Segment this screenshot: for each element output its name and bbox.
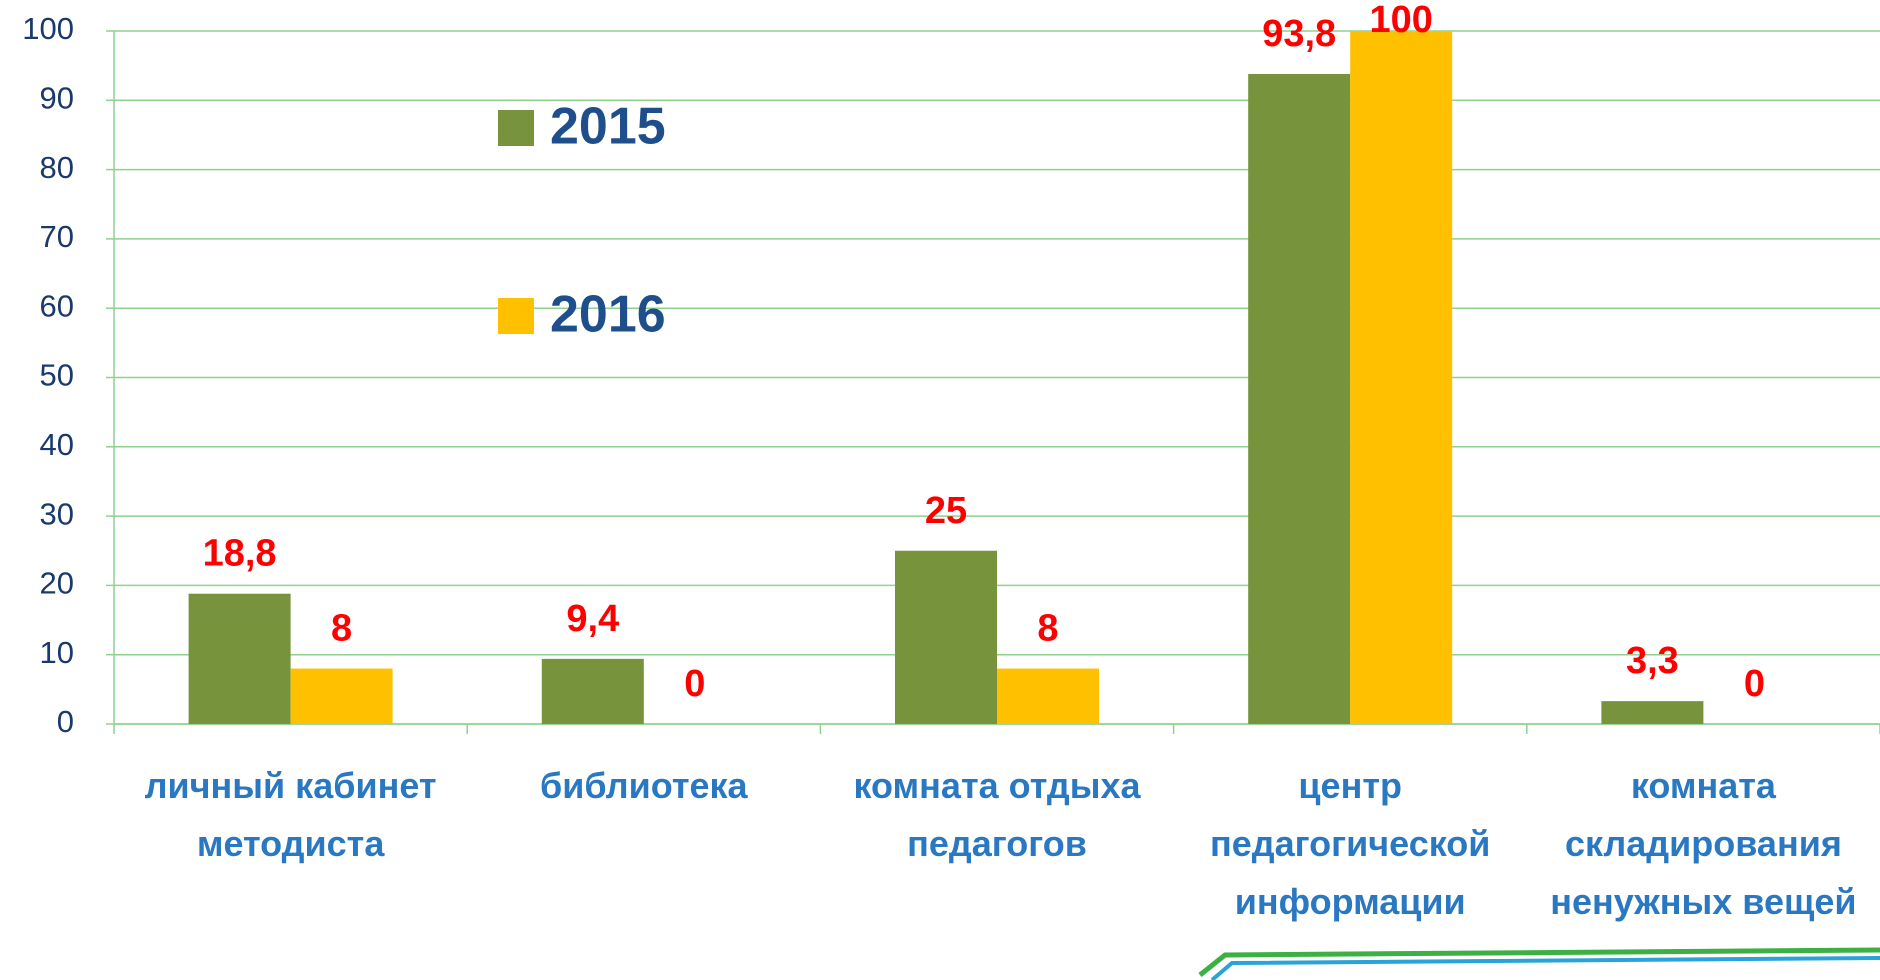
value-label: 3,3 [1626,640,1679,682]
bar [541,658,644,724]
bar [1601,701,1704,724]
y-tick-label: 10 [40,635,74,670]
bar [290,668,393,724]
y-tick-label: 60 [40,288,74,323]
bar [997,668,1099,724]
legend-swatch [498,110,534,146]
y-tick-label: 0 [57,704,74,739]
value-label: 0 [1744,663,1765,705]
x-tick-label: центр педагогической информации [1209,765,1491,922]
y-tick-label: 30 [40,496,74,531]
value-label: 18,8 [203,533,277,575]
decor-line [1210,956,1880,980]
bar [895,550,997,724]
bar [1350,31,1453,724]
x-tick-label: личный кабинет методиста [144,765,437,864]
value-label: 25 [925,490,967,532]
x-tick-label: комната складирования ненужных вещей [1550,765,1857,922]
value-label: 100 [1369,0,1432,41]
y-tick-label: 100 [22,11,74,46]
x-tick-label: библиотека [540,765,748,806]
y-tick-label: 40 [40,427,74,462]
value-label: 8 [1037,608,1058,650]
legend-swatch [498,298,534,334]
value-label: 93,8 [1262,13,1336,55]
x-tick-label: комната отдыха педагогов [853,765,1141,864]
bar [188,593,291,724]
bar [1248,73,1351,724]
y-tick-label: 20 [40,566,74,601]
legend-label: 2015 [550,98,666,156]
y-tick-label: 50 [40,358,74,393]
value-label: 8 [331,608,352,650]
decor-line [1198,947,1880,977]
y-tick-label: 90 [40,80,74,115]
value-label: 0 [684,663,705,705]
y-tick-label: 80 [40,150,74,185]
legend-label: 2016 [550,286,666,344]
decoration [1198,947,1880,980]
value-label: 9,4 [566,598,619,640]
y-tick-label: 70 [40,219,74,254]
